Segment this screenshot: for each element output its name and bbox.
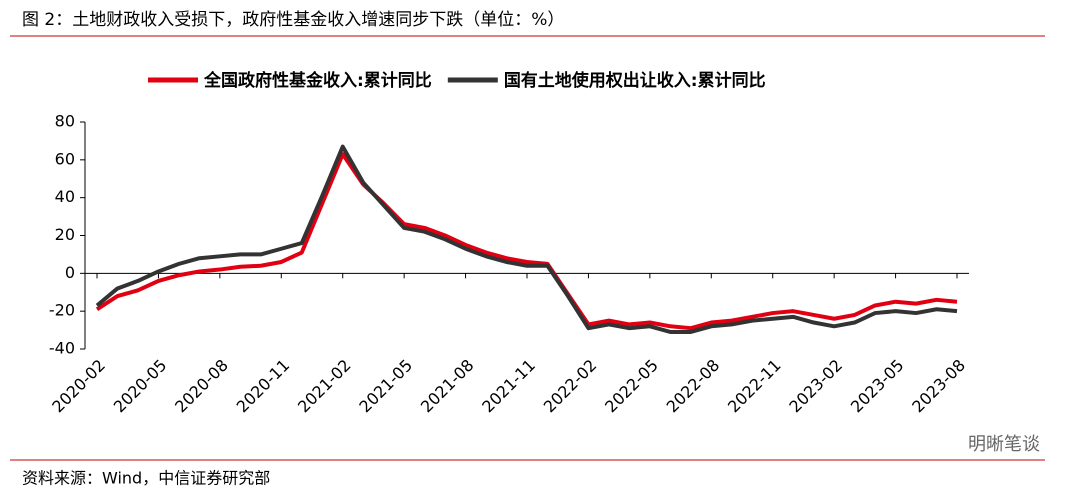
y-tick-label: 60 [55,149,75,168]
chart-title: 图 2：土地财政收入受损下，政府性基金收入增速同步下跌（单位：%） [22,10,564,30]
x-tick-label: 2020-11 [233,356,294,417]
x-tick-label: 2021-11 [478,356,539,417]
y-tick-label: 20 [55,225,75,244]
y-tick-label: -40 [49,339,75,358]
y-tick-label: -20 [49,301,75,320]
y-tick-label: 80 [55,112,75,131]
y-tick-label: 40 [55,187,75,206]
x-tick-label: 2020-02 [48,356,109,417]
x-tick-label: 2022-02 [540,356,601,417]
x-tick-label: 2022-08 [663,356,724,417]
legend-label: 全国政府性基金收入:累计同比 [203,70,432,91]
x-tick-label: 2023-08 [908,356,969,417]
x-tick-label: 2020-05 [110,356,171,417]
watermark: 明晰笔谈 [968,434,1040,455]
x-tick-label: 2023-05 [847,356,908,417]
y-tick-label: 0 [65,263,75,282]
x-tick-label: 2022-11 [724,356,785,417]
legend-label: 国有土地使用权出让收入:累计同比 [504,70,766,91]
x-tick-label: 2021-02 [294,356,355,417]
x-tick-label: 2022-05 [601,356,662,417]
x-tick-label: 2023-02 [785,356,846,417]
source: 资料来源：Wind，中信证券研究部 [22,469,270,488]
x-tick-label: 2021-08 [417,356,478,417]
x-tick-label: 2020-08 [171,356,232,417]
x-tick-label: 2021-05 [355,356,416,417]
series-line [95,152,958,331]
series-line [95,144,958,334]
